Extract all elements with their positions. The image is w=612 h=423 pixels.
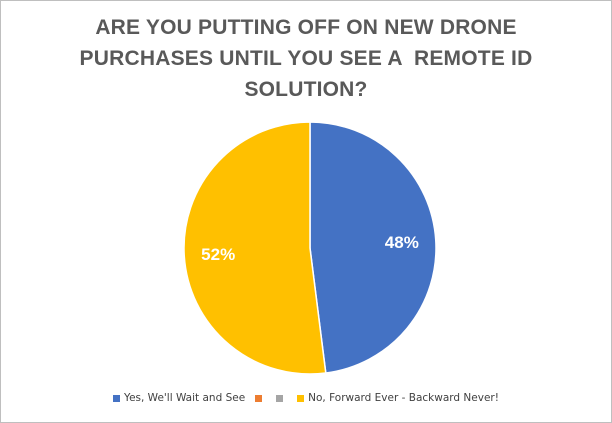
chart-legend: Yes, We'll Wait and See No, Forward Ever… (0, 392, 612, 404)
legend-swatch-4 (297, 394, 305, 402)
chart-title-line-3: SOLUTION? (244, 78, 368, 101)
pie-data-labels: 48% 52% (201, 233, 419, 264)
legend-item-4: No, Forward Ever - Backward Never! (297, 392, 499, 404)
legend-swatch-1 (113, 394, 121, 402)
pie-data-label-4: 52% (201, 245, 235, 264)
chart-title-line-2: PURCHASES UNTIL YOU SEE A REMOTE ID (79, 47, 533, 70)
legend-item-1: Yes, We'll Wait and See (113, 392, 245, 404)
pie-data-label-1: 48% (385, 233, 419, 252)
legend-item-3 (276, 394, 287, 402)
legend-swatch-3 (276, 394, 284, 402)
legend-label-1: Yes, We'll Wait and See (124, 392, 246, 404)
pie-slice-4 (183, 121, 327, 375)
legend-swatch-2 (255, 394, 263, 402)
chart-title-line-1: ARE YOU PUTTING OFF ON NEW DRONE (95, 16, 517, 39)
pie-slices (183, 121, 437, 375)
legend-item-2 (255, 394, 266, 402)
chart-title: ARE YOU PUTTING OFF ON NEW DRONE PURCHAS… (20, 12, 592, 105)
legend-label-4: No, Forward Ever - Backward Never! (308, 392, 499, 404)
pie-slice-1 (309, 121, 437, 374)
